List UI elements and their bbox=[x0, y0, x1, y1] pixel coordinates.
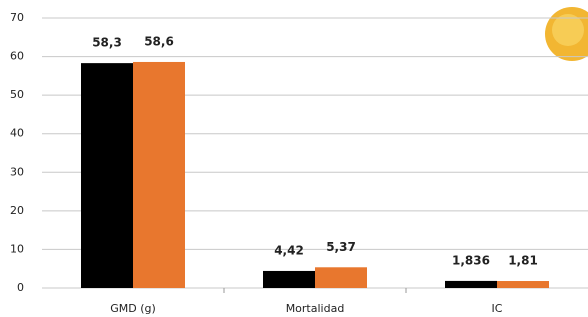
x-tick-label: IC bbox=[492, 302, 503, 315]
y-tick-label: 0 bbox=[17, 281, 24, 294]
x-tick-label: Mortalidad bbox=[286, 302, 345, 315]
value-label: 58,6 bbox=[144, 34, 174, 48]
bar bbox=[133, 62, 185, 288]
y-tick-label: 10 bbox=[10, 242, 24, 255]
chart: 0 10 20 30 40 50 60 70 GMD (g) 58,3 58,6 Mortalidad… bbox=[0, 0, 588, 317]
bar bbox=[263, 271, 315, 288]
y-tick-label: 20 bbox=[10, 204, 24, 217]
y-tick-label: 70 bbox=[10, 11, 24, 24]
value-label: 5,37 bbox=[326, 240, 356, 254]
bar bbox=[497, 281, 549, 288]
y-tick-label: 30 bbox=[10, 165, 24, 178]
bar bbox=[81, 63, 133, 288]
y-tick-label: 40 bbox=[10, 127, 24, 140]
value-label: 1,81 bbox=[508, 254, 538, 268]
value-label: 1,836 bbox=[452, 253, 490, 267]
y-tick-label: 50 bbox=[10, 88, 24, 101]
y-tick-label: 60 bbox=[10, 50, 24, 63]
bar bbox=[445, 281, 497, 288]
value-label: 4,42 bbox=[274, 243, 304, 257]
x-tick-label: GMD (g) bbox=[110, 302, 156, 315]
value-label: 58,3 bbox=[92, 36, 122, 50]
decoration bbox=[552, 14, 584, 46]
bar bbox=[315, 267, 367, 288]
